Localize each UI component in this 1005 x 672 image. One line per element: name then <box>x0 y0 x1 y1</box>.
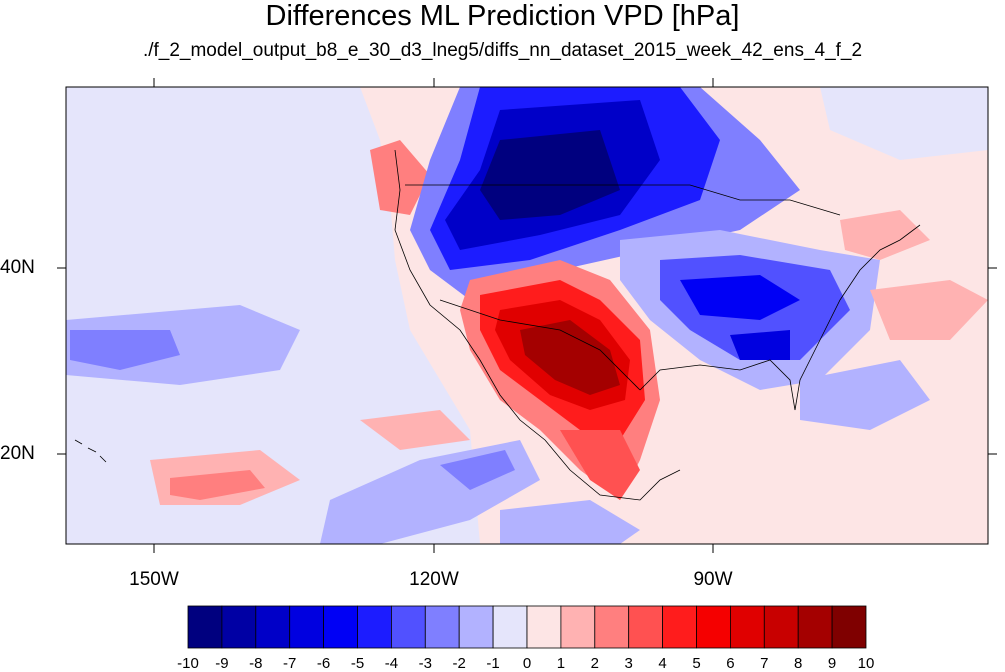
value-field <box>66 87 988 544</box>
colorbar-tick-label: 0 <box>522 655 532 672</box>
colorbar-swatch <box>662 605 697 649</box>
northeast-positive <box>840 210 930 260</box>
colorbar-tick-label: 2 <box>590 655 599 672</box>
us-mexico-border-line <box>439 299 641 391</box>
colorbar-swatch <box>730 605 765 649</box>
colorbar-tick-label: 3 <box>624 655 633 672</box>
colorbar-swatch <box>390 605 426 649</box>
colorbar-swatch <box>831 605 867 649</box>
southwest-positive-deep <box>520 320 620 395</box>
colorbar-tick-label: 9 <box>827 655 837 672</box>
gulf-coast-line <box>639 359 796 411</box>
colorbar-swatch <box>763 605 799 649</box>
colorbar-swatch <box>492 605 528 649</box>
atlantic-positive <box>870 280 988 340</box>
xtick-label: 150W <box>129 569 179 590</box>
colorbar-swatch <box>526 605 562 649</box>
colorbar-swatch <box>696 605 731 649</box>
south-low-band <box>500 500 640 544</box>
coastlines <box>74 149 921 501</box>
colorbar-swatch <box>560 605 596 649</box>
colorbar-tick-label: -1 <box>486 655 500 672</box>
us-canada-border-line <box>405 184 841 216</box>
colorbar-swatch <box>255 605 291 649</box>
pacific-core-low <box>70 330 180 370</box>
atlantic-coast-line <box>794 224 921 411</box>
colorbar-tick-label: 8 <box>794 655 803 672</box>
gulf-low-band <box>800 360 930 430</box>
colorbar-swatch <box>187 605 223 649</box>
colorbar-tick-label: -9 <box>215 655 229 672</box>
colorbar-swatch <box>357 605 392 649</box>
ytick-label: 20N <box>0 443 35 464</box>
colorbar-tick-label: 10 <box>857 655 875 672</box>
colorbar-swatch <box>628 605 664 649</box>
colorbar-tick-label: -8 <box>249 655 263 672</box>
colorbar-tick-label: -5 <box>350 655 365 672</box>
subtropical-low-core <box>440 450 515 490</box>
xtick-label: 90W <box>693 569 733 590</box>
colorbar-tick-label: -4 <box>384 655 399 672</box>
colorbar-tick-label: -6 <box>316 655 331 672</box>
colorbar-tick-label: -3 <box>418 655 432 672</box>
east-pacific-neutral <box>820 87 988 160</box>
southwest-positive-patch <box>360 410 470 450</box>
colorbar-tick-label: -10 <box>177 655 199 672</box>
southeast-low-core <box>730 330 790 360</box>
hawaii-islands <box>74 439 107 463</box>
map-border <box>65 86 989 545</box>
chart-subtitle: ./f_2_model_output_b8_e_30_d3_lneg5/diff… <box>142 40 863 61</box>
colorbar-swatch <box>323 605 358 649</box>
colorbar-swatch <box>424 605 460 649</box>
colorbar-swatch <box>221 605 257 649</box>
colorbar <box>187 605 867 649</box>
xtick-label: 120W <box>409 569 459 590</box>
north-pacific-positive <box>370 140 430 215</box>
colorbar-tick-label: 5 <box>692 655 701 672</box>
colorbar-swatch <box>797 605 833 649</box>
ytick-label: 40N <box>0 257 35 278</box>
colorbar-tick-label: 7 <box>760 655 769 672</box>
west-coast-line <box>394 149 681 501</box>
chart-title: Differences ML Prediction VPD [hPa] <box>265 0 740 32</box>
axis-ticks <box>57 78 997 553</box>
colorbar-tick-label: -2 <box>452 655 466 672</box>
east-us-low-core <box>680 275 800 320</box>
colorbar-swatch <box>594 605 630 649</box>
colorbar-tick-label: 6 <box>726 655 735 672</box>
colorbar-tick-label: 1 <box>556 655 566 672</box>
colorbar-swatch <box>458 605 494 649</box>
colorbar-tick-label: 4 <box>658 655 667 672</box>
colorbar-tick-label: -7 <box>283 655 297 672</box>
colorbar-swatch <box>289 605 325 649</box>
mexico-positive-tail <box>560 430 640 500</box>
north-interior-low-deep <box>480 130 620 220</box>
pacific-positive-core <box>170 470 265 500</box>
